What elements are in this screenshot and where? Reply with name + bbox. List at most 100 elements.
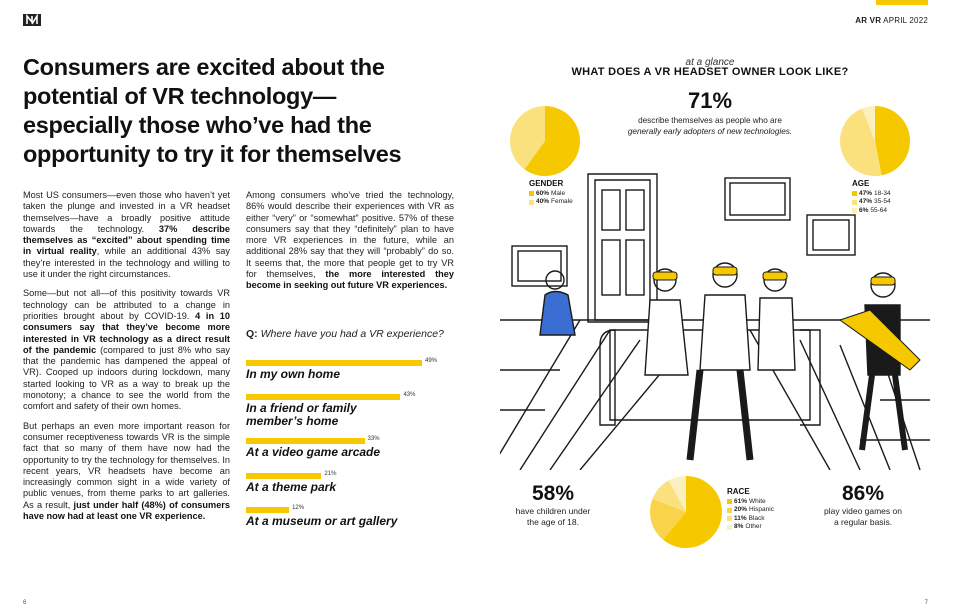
bar-category-label: At a museum or art gallery xyxy=(246,514,398,528)
bar-fill xyxy=(246,438,365,444)
legend-label: Black xyxy=(748,514,765,522)
bar-value-label: 21% xyxy=(324,471,337,477)
legend-swatch xyxy=(727,507,732,513)
bar-track: 49% xyxy=(246,358,446,366)
legend-label: Other xyxy=(745,523,762,530)
bar-category-label: In my own home xyxy=(246,367,341,381)
stat-line: have children under xyxy=(515,506,591,516)
bar-fill xyxy=(246,473,322,479)
bar-item: 43% In a friend or family member’s home xyxy=(246,392,446,428)
chart-question: Q: Where have you had a VR experience? xyxy=(246,328,444,340)
bold-text: the more interested they become in seeki… xyxy=(246,269,454,291)
desc-line: describe themselves as people who are xyxy=(638,116,782,125)
page-headline: Consumers are excited about the potentia… xyxy=(23,54,402,167)
gender-legend: GENDER 60% Male 40% Female xyxy=(529,179,573,207)
bar-fill xyxy=(246,360,422,366)
bar-category-label: At a video game arcade xyxy=(246,445,381,459)
legend-swatch xyxy=(852,191,857,197)
glance-title: WHAT DOES A VR HEADSET OWNER LOOK LIKE? xyxy=(571,66,849,78)
bar-value-label: 49% xyxy=(425,358,438,364)
page-number-left: 6 xyxy=(23,600,27,606)
legend-value: 6% xyxy=(859,206,869,214)
legend-label: 35-54 xyxy=(874,198,891,205)
age-pie-chart xyxy=(840,106,910,176)
bar-category-label: In a friend or family member’s home xyxy=(246,401,357,428)
race-legend: RACE 61% White 20% Hispanic 11% Black 8% Other xyxy=(727,487,774,532)
age-legend: AGE 47% 18-34 47% 35-54 6% 55-64 xyxy=(852,179,891,216)
bar-value-label: 12% xyxy=(292,505,305,511)
children-stat: 58% have children under the age of 18. xyxy=(497,482,609,528)
pie-slice xyxy=(524,106,580,176)
bar-item: 12% At a museum or art gallery xyxy=(246,505,446,528)
glance-subtitle: at a glance xyxy=(685,57,735,68)
bar-track: 12% xyxy=(246,505,446,513)
legend-label: 55-64 xyxy=(870,206,888,214)
bar-track: 43% xyxy=(246,392,446,400)
bold-text: 37% describe themselves as “excited” abo… xyxy=(23,223,230,257)
legend-value: 47% xyxy=(859,198,873,205)
accent-bar xyxy=(876,0,928,5)
legend-value: 47% xyxy=(859,189,873,197)
legend-swatch xyxy=(529,191,534,197)
page-number-right: 7 xyxy=(924,600,928,606)
legend-label: White xyxy=(749,497,766,505)
legend-title: GENDER xyxy=(529,179,564,188)
video-games-stat: 86% play video games on a regular basis. xyxy=(806,482,920,528)
legend-label: 18-34 xyxy=(874,189,891,197)
legend-value: 60% xyxy=(536,189,550,197)
legend-item: 47% 18-34 xyxy=(852,190,891,199)
legend-item: 6% 55-64 xyxy=(852,207,891,216)
pie-slice xyxy=(663,476,722,548)
pie-slice xyxy=(862,106,875,141)
text: But perhaps an even more important reaso… xyxy=(23,420,230,510)
legend-item: 20% Hispanic xyxy=(727,506,774,515)
legend-value: 11% xyxy=(734,514,747,522)
legend-swatch xyxy=(852,208,857,214)
paragraph: Among consumers who’ve tried the technol… xyxy=(246,190,454,292)
legend-swatch xyxy=(852,199,857,205)
legend-value: 20% xyxy=(734,506,748,513)
desc-line: generally early adopters of new technolo… xyxy=(627,127,793,136)
legend-swatch xyxy=(529,199,534,205)
body-column-left: Most US consumers—even those who haven’t… xyxy=(23,190,230,530)
stat-value: 58% xyxy=(531,482,575,505)
pie-slice xyxy=(650,498,686,540)
bar-category-label: At a theme park xyxy=(246,480,337,494)
text: Some—but not all—of this positivity towa… xyxy=(23,288,230,321)
legend-item: 8% Other xyxy=(727,523,774,532)
pie-slice xyxy=(840,108,882,176)
legend-label: Female xyxy=(551,198,573,205)
bold-text: 4 in 10 consumers say that they’ve becom… xyxy=(23,310,230,355)
legend-item: 61% White xyxy=(727,498,774,507)
bar-value-label: 43% xyxy=(403,392,416,398)
header-brand: AR VR xyxy=(855,16,882,25)
bar-track: 21% xyxy=(246,471,446,479)
race-pie-chart xyxy=(650,476,722,548)
vr-family-illustration xyxy=(500,173,930,470)
legend-item: 60% Male xyxy=(529,190,573,199)
legend-value: 40% xyxy=(536,198,550,205)
bar-value-label: 33% xyxy=(367,436,380,442)
gender-pie-chart xyxy=(510,106,580,176)
paragraph: But perhaps an even more important reaso… xyxy=(23,421,230,523)
bar-item: 21% At a theme park xyxy=(246,471,446,494)
legend-value: 8% xyxy=(734,523,744,530)
text: , while an additional 43% say they’re in… xyxy=(23,246,230,280)
legend-swatch xyxy=(727,524,732,530)
stat-value: 86% xyxy=(841,482,885,505)
pie-slice xyxy=(668,476,686,512)
legend-label: Hispanic xyxy=(749,506,774,513)
bar-fill xyxy=(246,507,290,513)
legend-title: AGE xyxy=(852,179,870,188)
bar-item: 49% In my own home xyxy=(246,358,446,381)
header-date: APRIL 2022 xyxy=(883,16,928,25)
paragraph: Some—but not all—of this positivity towa… xyxy=(23,288,230,412)
bar-item: 33% At a video game arcade xyxy=(246,436,446,459)
legend-item: 47% 35-54 xyxy=(852,198,891,207)
pie-slice xyxy=(510,106,545,170)
brand-logo-icon xyxy=(23,14,41,26)
legend-item: 11% Black xyxy=(727,515,774,524)
legend-swatch xyxy=(727,499,732,505)
bar-track: 33% xyxy=(246,436,446,444)
body-column-right: Among consumers who’ve tried the technol… xyxy=(246,190,454,300)
